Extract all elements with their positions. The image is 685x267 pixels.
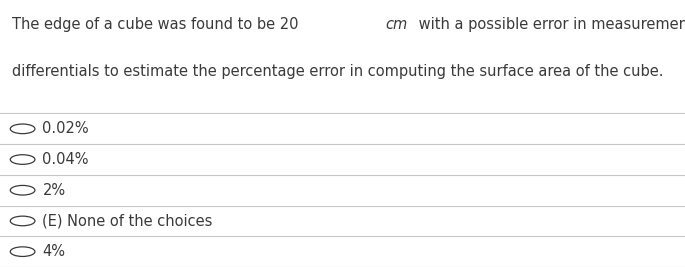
Text: with a possible error in measurement of 0.2: with a possible error in measurement of … xyxy=(414,17,685,32)
Text: differentials to estimate the percentage error in computing the surface area of : differentials to estimate the percentage… xyxy=(12,64,664,79)
Text: cm: cm xyxy=(386,17,408,32)
Text: 0.02%: 0.02% xyxy=(42,121,89,136)
Text: 2%: 2% xyxy=(42,183,66,198)
Text: The edge of a cube was found to be 20: The edge of a cube was found to be 20 xyxy=(12,17,301,32)
Text: 4%: 4% xyxy=(42,244,66,259)
Text: 0.04%: 0.04% xyxy=(42,152,89,167)
Text: (E) None of the choices: (E) None of the choices xyxy=(42,213,213,229)
